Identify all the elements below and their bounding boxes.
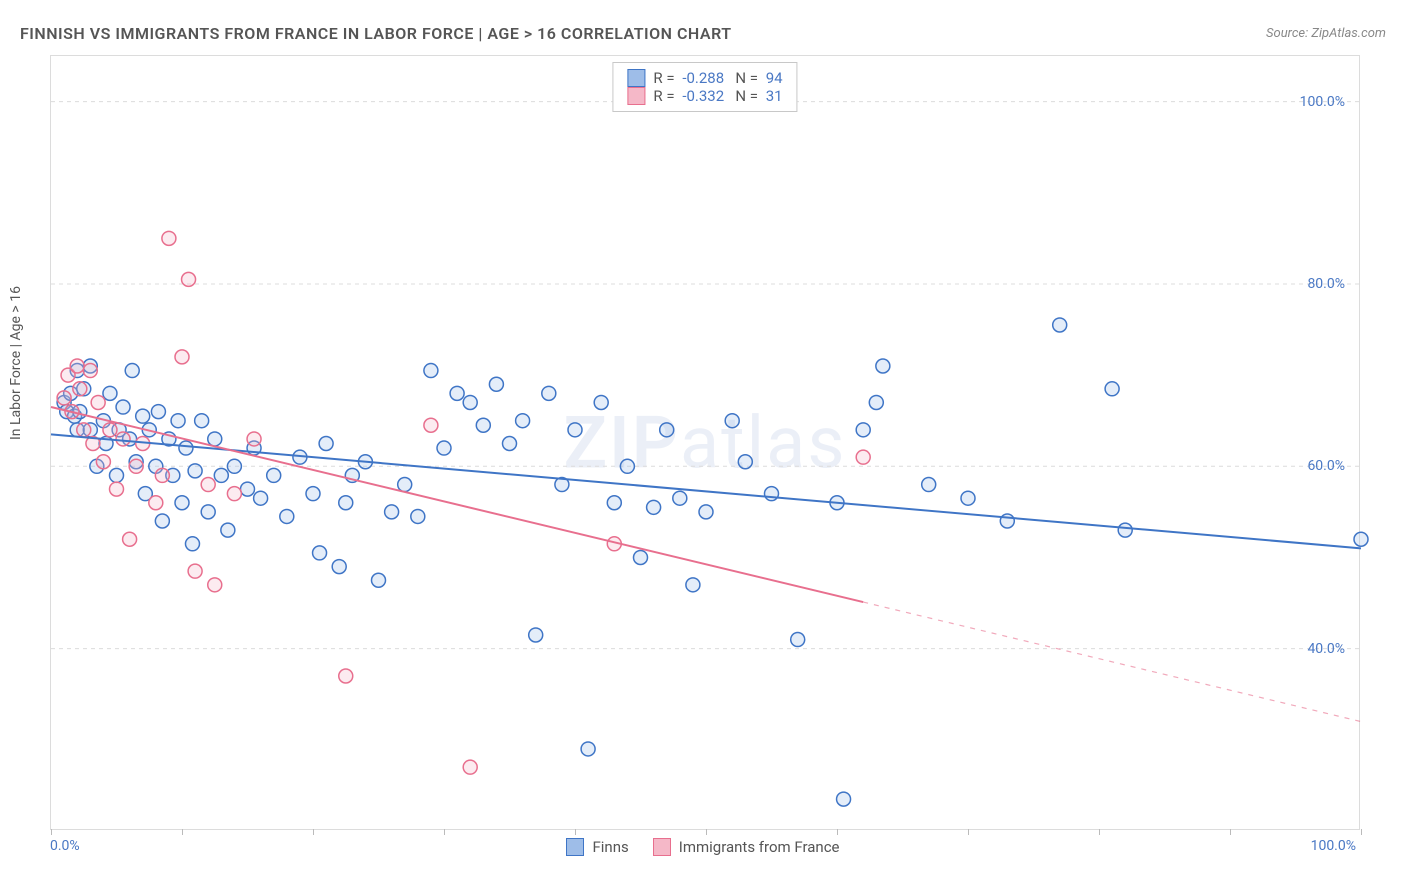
correlation-legend: R = -0.288 N = 94R = -0.332 N = 31 [612, 62, 797, 112]
y-tick-label: 60.0% [1307, 458, 1345, 474]
x-tick [1230, 829, 1231, 835]
series-legend-item: Immigrants from France [653, 838, 840, 856]
source-attribution: Source: ZipAtlas.com [1266, 26, 1386, 41]
chart-title: FINNISH VS IMMIGRANTS FROM FRANCE IN LAB… [20, 24, 732, 43]
legend-stats: R = -0.288 N = 94 [653, 69, 782, 87]
legend-swatch [653, 838, 671, 856]
series-legend-label: Immigrants from France [679, 838, 840, 856]
legend-stats: R = -0.332 N = 31 [653, 87, 782, 105]
y-tick-label: 40.0% [1307, 641, 1345, 657]
legend-swatch [627, 87, 645, 105]
series-legend-item: Finns [566, 838, 628, 856]
correlation-legend-row: R = -0.288 N = 94 [627, 69, 782, 87]
x-tick [575, 829, 576, 835]
legend-swatch [627, 69, 645, 87]
correlation-legend-row: R = -0.332 N = 31 [627, 87, 782, 105]
x-tick [444, 829, 445, 835]
x-tick [1099, 829, 1100, 835]
series-legend-label: Finns [592, 838, 628, 856]
y-tick-label: 100.0% [1300, 94, 1345, 110]
chart-header: FINNISH VS IMMIGRANTS FROM FRANCE IN LAB… [20, 18, 1386, 48]
y-axis-label: In Labor Force | Age > 16 [8, 286, 24, 440]
y-tick-label: 80.0% [1307, 276, 1345, 292]
series-legend: Finns Immigrants from France [0, 838, 1406, 856]
x-tick [1361, 829, 1362, 835]
chart-plot-area: ZIPatlas R = -0.288 N = 94R = -0.332 N =… [50, 55, 1360, 830]
x-tick [313, 829, 314, 835]
x-tick [51, 829, 52, 835]
x-tick [837, 829, 838, 835]
scatter-svg [51, 56, 1359, 829]
x-tick [968, 829, 969, 835]
x-tick [706, 829, 707, 835]
legend-swatch [566, 838, 584, 856]
x-tick [182, 829, 183, 835]
